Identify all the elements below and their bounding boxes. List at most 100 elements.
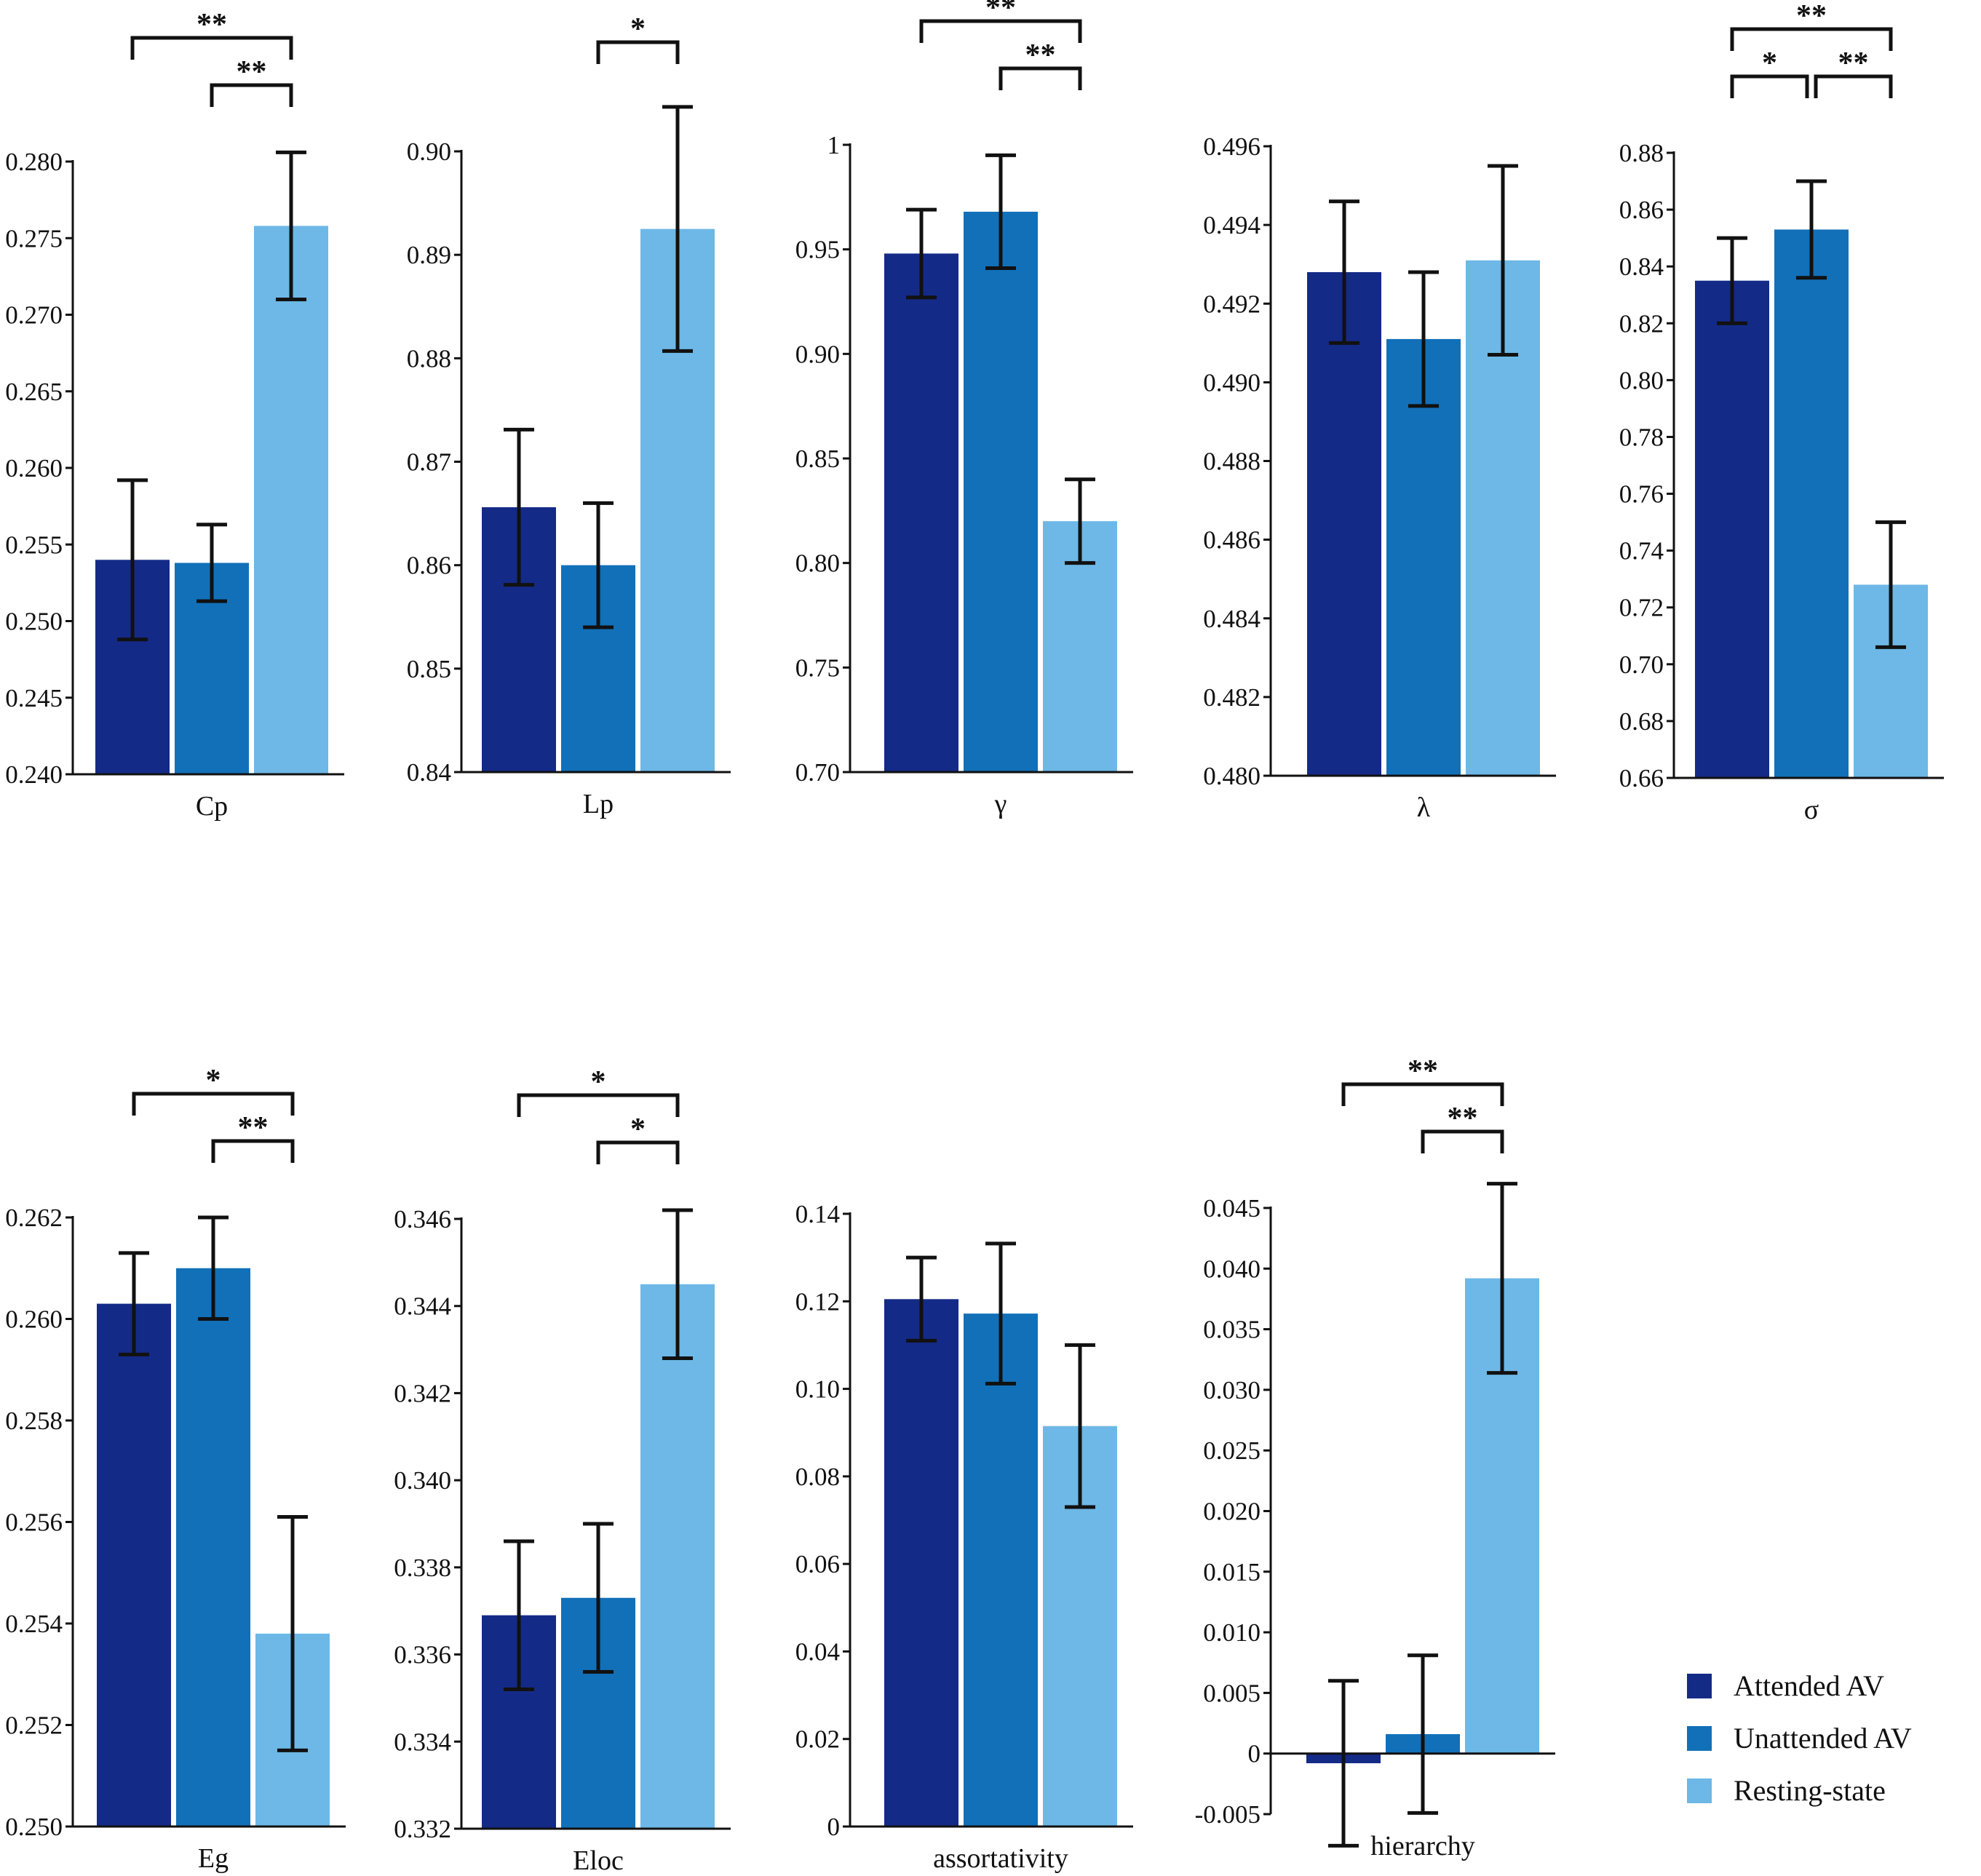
significance-label: ** xyxy=(1796,0,1827,33)
significance-bracket xyxy=(211,1139,295,1163)
significance-label: * xyxy=(1762,47,1777,80)
significance-label: ** xyxy=(1448,1102,1478,1135)
y-tick-label: 0.14 xyxy=(795,1200,840,1228)
y-tick-label: 0.02 xyxy=(795,1725,840,1754)
y-tick-label: 0.80 xyxy=(1619,366,1664,394)
bar-unattended xyxy=(1774,229,1849,778)
panel-γ: 0.70 0.75 0.80 0.85 0.90 0.95 1 γ ** ** xyxy=(795,0,1133,819)
panel-assortativity: 0 0.02 0.04 0.06 0.08 0.10 0.12 0.14 assortativi… xyxy=(795,1200,1133,1874)
y-tick-label: 0.84 xyxy=(1619,253,1664,281)
y-tick-label: 0.340 xyxy=(394,1466,451,1495)
x-axis-label: assortativity xyxy=(933,1843,1068,1874)
y-tick-label: 0.04 xyxy=(795,1637,840,1666)
x-axis-label: σ xyxy=(1804,795,1819,825)
y-tick-label: 0.85 xyxy=(407,655,451,683)
y-tick-label: 0.66 xyxy=(1619,764,1664,792)
panel-λ: 0.480 0.482 0.484 0.486 0.488 0.490 0.492 0.494… xyxy=(1203,132,1556,823)
legend-label-resting: Resting-state xyxy=(1734,1774,1886,1807)
y-tick-label: 0.88 xyxy=(1619,139,1664,167)
y-tick-label: 0.85 xyxy=(795,445,840,473)
significance-bracket xyxy=(1341,1082,1504,1106)
y-tick-label: 0.010 xyxy=(1203,1618,1261,1647)
y-tick-label: 0.240 xyxy=(5,760,63,789)
y-tick-label: 0.015 xyxy=(1203,1558,1261,1586)
significance-bracket xyxy=(1730,27,1893,51)
y-tick-label: 0.89 xyxy=(407,241,451,269)
bar-attended xyxy=(1307,272,1381,776)
y-tick-label: 0.025 xyxy=(1203,1436,1261,1465)
significance-label: ** xyxy=(1408,1054,1438,1088)
y-tick-label: 0 xyxy=(827,1813,841,1841)
y-tick-label: 0.260 xyxy=(5,454,63,482)
significance-bracket xyxy=(1730,74,1809,98)
bar-resting xyxy=(640,1284,715,1829)
y-tick-label: 0.84 xyxy=(407,758,451,787)
bar-attended xyxy=(97,1303,171,1827)
bar-attended xyxy=(1695,280,1769,778)
y-tick-label: 1 xyxy=(827,131,841,159)
chart-panels: 0.240 0.245 0.250 0.255 0.260 0.265 0.270 0.275… xyxy=(5,0,1944,1876)
y-tick-label: 0.280 xyxy=(5,148,63,176)
y-tick-label: 0.82 xyxy=(1619,309,1664,338)
y-tick-label: 0.252 xyxy=(5,1712,63,1740)
significance-label: ** xyxy=(238,1111,269,1145)
y-tick-label: -0.005 xyxy=(1195,1800,1261,1829)
y-tick-label: 0.95 xyxy=(795,236,840,264)
y-tick-label: 0.80 xyxy=(795,549,840,578)
y-tick-label: 0.338 xyxy=(394,1554,451,1582)
y-tick-label: 0.88 xyxy=(407,344,451,373)
significance-label: * xyxy=(630,12,646,46)
significance-label: ** xyxy=(1838,47,1869,80)
y-tick-label: 0.262 xyxy=(5,1204,63,1232)
significance-label: ** xyxy=(985,0,1016,25)
y-tick-label: 0.78 xyxy=(1619,423,1664,451)
y-tick-label: 0.08 xyxy=(795,1463,840,1491)
y-tick-label: 0.72 xyxy=(1619,594,1664,622)
x-axis-label: hierarchy xyxy=(1370,1831,1474,1861)
y-tick-label: 0.488 xyxy=(1203,448,1261,476)
bar-unattended xyxy=(964,211,1038,772)
y-tick-label: 0 xyxy=(1248,1740,1261,1768)
y-tick-label: 0.275 xyxy=(5,224,63,253)
y-tick-label: 0.265 xyxy=(5,378,63,406)
y-tick-label: 0.035 xyxy=(1203,1316,1261,1344)
x-axis-label: Cp xyxy=(196,791,228,822)
y-tick-label: 0.336 xyxy=(394,1641,451,1669)
y-tick-label: 0.260 xyxy=(5,1305,63,1334)
legend-swatch-attended xyxy=(1687,1674,1712,1698)
y-tick-label: 0.482 xyxy=(1203,683,1261,712)
x-axis-label: Lp xyxy=(583,789,614,819)
x-axis-label: λ xyxy=(1417,792,1431,823)
y-tick-label: 0.70 xyxy=(795,758,840,787)
y-tick-label: 0.87 xyxy=(407,448,451,477)
bar-attended xyxy=(884,253,958,772)
bar-attended xyxy=(884,1299,958,1827)
y-tick-label: 0.270 xyxy=(5,301,63,330)
y-tick-label: 0.12 xyxy=(795,1287,840,1316)
panel-Cp: 0.240 0.245 0.250 0.255 0.260 0.265 0.270 0.275… xyxy=(5,8,344,822)
y-tick-label: 0.86 xyxy=(407,552,451,580)
bar-resting xyxy=(254,226,328,774)
y-tick-label: 0.250 xyxy=(5,608,63,636)
y-tick-label: 0.346 xyxy=(394,1205,451,1233)
significance-label: * xyxy=(206,1064,221,1097)
y-tick-label: 0.332 xyxy=(394,1815,451,1843)
significance-bracket xyxy=(919,19,1082,43)
significance-label: * xyxy=(630,1113,646,1146)
legend-label-unattended: Unattended AV xyxy=(1734,1722,1912,1754)
bar-unattended xyxy=(176,1268,250,1827)
y-tick-label: 0.344 xyxy=(394,1292,451,1321)
significance-bracket xyxy=(999,66,1082,90)
legend-swatch-unattended xyxy=(1687,1726,1712,1751)
x-axis-label: γ xyxy=(994,789,1007,819)
bar-unattended xyxy=(1386,338,1461,776)
significance-bracket xyxy=(210,83,293,107)
significance-bracket xyxy=(596,1140,680,1164)
y-tick-label: 0.480 xyxy=(1203,762,1261,790)
y-tick-label: 0.334 xyxy=(394,1728,451,1756)
y-tick-label: 0.250 xyxy=(5,1813,63,1841)
significance-bracket xyxy=(517,1093,680,1117)
y-tick-label: 0.06 xyxy=(795,1550,840,1578)
